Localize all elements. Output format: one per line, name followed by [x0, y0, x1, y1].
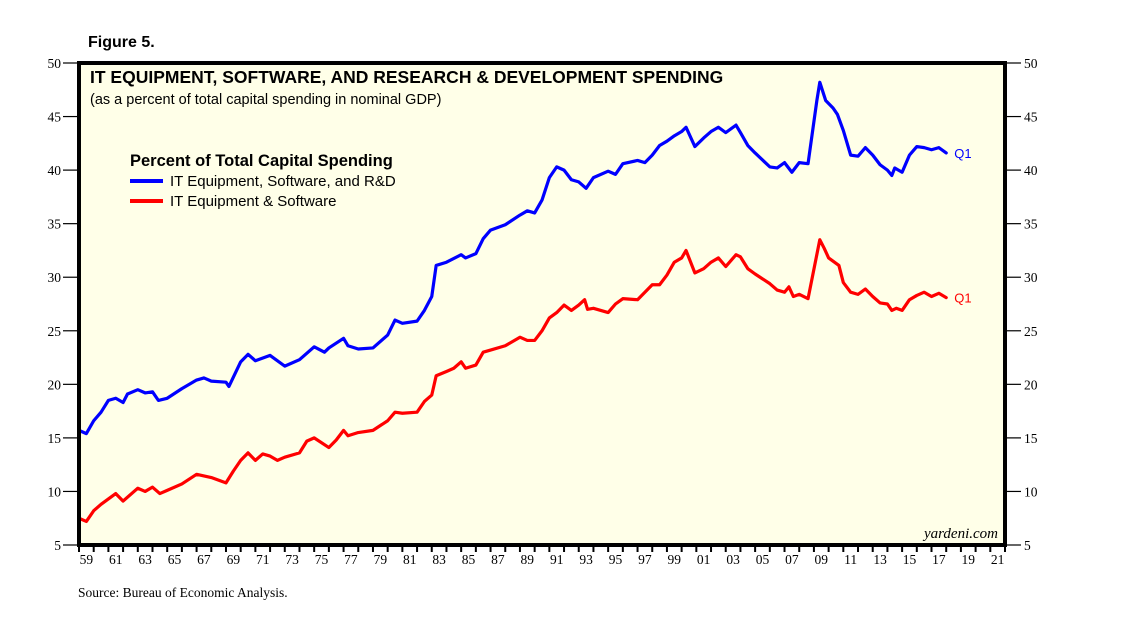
x-tick-label: 07: [785, 552, 799, 567]
y-tick-label-right: 50: [1024, 56, 1038, 71]
y-axis-left: 5 10 15 20 25 30 35 40 45 50: [48, 56, 79, 553]
y-tick-label-right: 25: [1024, 324, 1038, 339]
y-tick-label-left: 15: [48, 431, 62, 446]
plot-background: [79, 63, 1005, 545]
y-tick-label-right: 10: [1024, 484, 1038, 499]
y-tick-label-left: 45: [48, 110, 62, 125]
x-tick-label: 11: [844, 552, 857, 567]
figure-label: Figure 5.: [88, 34, 155, 51]
x-tick-label: 75: [315, 552, 329, 567]
watermark: yardeni.com: [922, 526, 998, 542]
x-tick-label: 95: [609, 552, 623, 567]
x-tick-label: 77: [344, 552, 358, 567]
x-tick-label: 87: [491, 552, 505, 567]
x-tick-label: 81: [403, 552, 417, 567]
x-tick-label: 21: [991, 552, 1005, 567]
y-tick-label-right: 45: [1024, 110, 1038, 125]
y-tick-label-left: 5: [54, 538, 61, 553]
x-tick-label: 13: [873, 552, 887, 567]
x-axis: 59 61 63 65 67 69 71 73 75 77 79 81 83 85 87 89 91 93 95 97…: [78, 545, 1006, 567]
x-tick-label: 89: [521, 552, 535, 567]
series-end-label: Q1: [954, 146, 971, 161]
chart-subtitle: (as a percent of total capital spending …: [90, 92, 441, 108]
y-tick-label-right: 40: [1024, 163, 1038, 178]
x-tick-label: 63: [138, 552, 152, 567]
x-tick-label: 61: [109, 552, 123, 567]
x-tick-label: 71: [256, 552, 270, 567]
x-tick-label: 03: [726, 552, 740, 567]
y-tick-label-right: 20: [1024, 377, 1038, 392]
y-tick-label-left: 10: [48, 484, 62, 499]
series-line-it-software-rd: [77, 80, 948, 436]
x-tick-label: 17: [932, 552, 946, 567]
x-tick-label: 67: [197, 552, 211, 567]
y-tick-label-right: 30: [1024, 270, 1038, 285]
x-tick-label: 59: [80, 552, 94, 567]
x-tick-label: 05: [756, 552, 770, 567]
plot-frame: [77, 61, 1007, 547]
y-tick-label-right: 5: [1024, 538, 1031, 553]
x-tick-label: 97: [638, 552, 652, 567]
legend-label-red: IT Equipment & Software: [170, 193, 336, 210]
x-tick-label: 01: [697, 552, 711, 567]
y-tick-label-left: 25: [48, 324, 62, 339]
x-tick-label: 73: [285, 552, 299, 567]
x-tick-label: 93: [579, 552, 593, 567]
x-tick-label: 65: [168, 552, 182, 567]
x-tick-label: 15: [903, 552, 917, 567]
x-tick-label: 69: [227, 552, 241, 567]
y-tick-label-left: 35: [48, 217, 62, 232]
y-tick-label-right: 35: [1024, 217, 1038, 232]
x-tick-label: 19: [962, 552, 976, 567]
y-tick-label-left: 50: [48, 56, 62, 71]
x-tick-label: 09: [815, 552, 829, 567]
legend-title: Percent of Total Capital Spending: [130, 152, 393, 170]
y-tick-label-left: 30: [48, 270, 62, 285]
series-group: Q1 Q1: [77, 80, 972, 524]
y-tick-label-left: 40: [48, 163, 62, 178]
x-tick-label: 85: [462, 552, 476, 567]
x-tick-label: 91: [550, 552, 564, 567]
x-tick-label: 79: [374, 552, 388, 567]
legend: Percent of Total Capital Spending IT Equ…: [130, 152, 396, 210]
y-axis-right: 5 10 15 20 25 30 35 40 45 50: [1005, 56, 1038, 553]
chart-title: IT EQUIPMENT, SOFTWARE, AND RESEARCH & D…: [90, 67, 723, 87]
y-tick-label-right: 15: [1024, 431, 1038, 446]
x-tick-label: 99: [668, 552, 682, 567]
y-tick-label-left: 20: [48, 377, 62, 392]
source-note: Source: Bureau of Economic Analysis.: [78, 585, 288, 600]
legend-label-blue: IT Equipment, Software, and R&D: [170, 173, 396, 190]
x-tick-label: 83: [432, 552, 446, 567]
series-end-label: Q1: [954, 291, 971, 306]
